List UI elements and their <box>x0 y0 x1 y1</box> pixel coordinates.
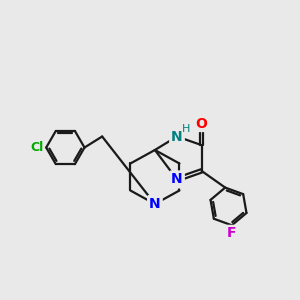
Text: O: O <box>196 117 208 131</box>
Text: N: N <box>171 172 183 186</box>
Text: Cl: Cl <box>30 141 44 154</box>
Text: F: F <box>227 226 237 240</box>
Text: H: H <box>182 124 190 134</box>
Text: N: N <box>171 130 183 143</box>
Text: N: N <box>149 197 161 211</box>
